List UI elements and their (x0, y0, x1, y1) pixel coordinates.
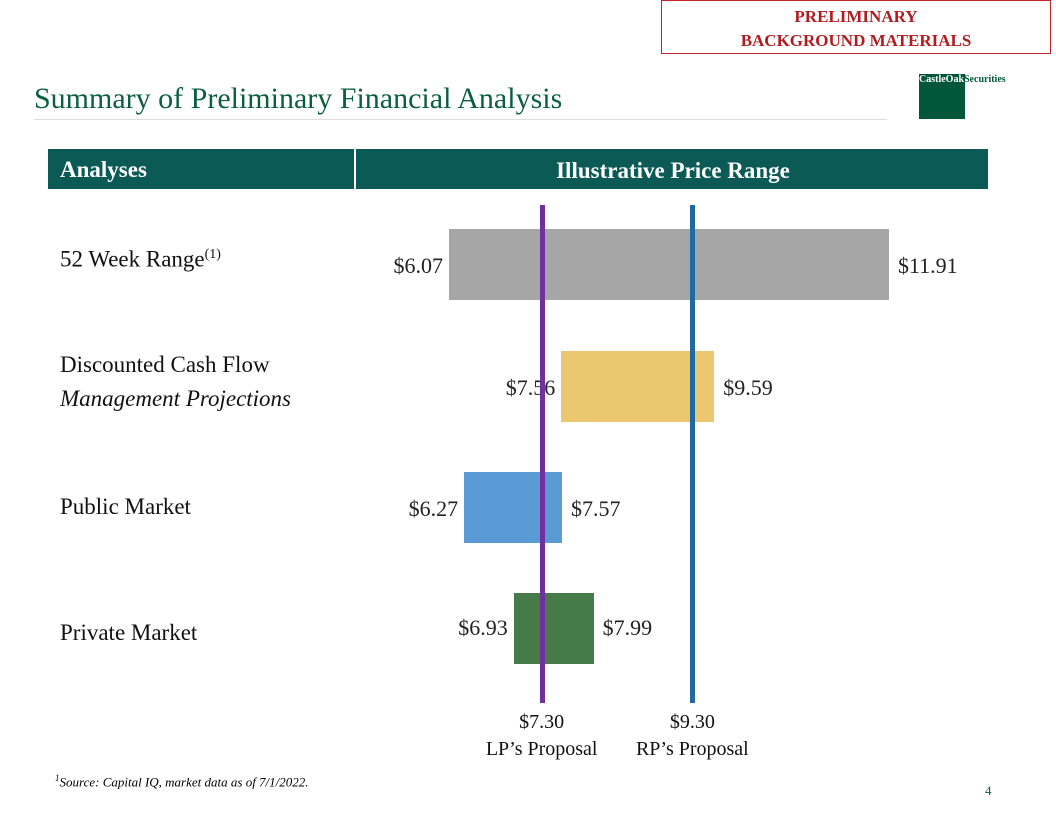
banner-line-2: BACKGROUND MATERIALS (740, 31, 972, 50)
range-high-label: $7.57 (571, 496, 621, 521)
lp-proposal-line (539, 205, 545, 703)
row-label-52-week: 52 Week Range(1) (60, 246, 221, 272)
rp-proposal-value: $9.30 (669, 711, 715, 733)
range-low-label: $7.56 (505, 375, 556, 400)
range-bar (464, 472, 562, 543)
logo-text: CastleOakSecurities (919, 74, 1006, 85)
page-number: 4 (985, 783, 992, 798)
range-low-label: $6.07 (393, 253, 444, 278)
lp-proposal-label: LP’s Proposal (485, 738, 598, 760)
title-divider (34, 119, 887, 120)
range-bar (449, 229, 889, 300)
preliminary-banner: PRELIMINARY BACKGROUND MATERIALS (661, 0, 1051, 54)
page-title: Summary of Preliminary Financial Analysi… (34, 82, 563, 115)
rp-proposal-line (690, 205, 696, 703)
range-low-label: $6.27 (408, 496, 459, 521)
range-bar (561, 351, 715, 422)
rp-proposal-label: RP’s Proposal (635, 738, 749, 760)
lp-proposal-value: $7.30 (519, 711, 565, 733)
table-header: Analyses Illustrative Price Range (48, 149, 988, 189)
footnote: 1Source: Capital IQ, market data as of 7… (55, 773, 309, 790)
range-high-label: $7.99 (602, 615, 653, 640)
row-label-dcf: Discounted Cash Flow Management Projectio… (60, 352, 292, 411)
range-bar (513, 593, 594, 664)
range-high-label: $9.59 (723, 375, 773, 400)
range-low-label: $6.93 (458, 615, 508, 640)
banner-line-1: PRELIMINARY (794, 7, 918, 26)
range-high-label: $11.91 (898, 253, 958, 278)
row-label-private-market: Private Market (60, 620, 198, 645)
header-analyses: Analyses (60, 157, 147, 182)
row-label-public-market: Public Market (60, 494, 191, 519)
logo-securities: Securities (964, 74, 1006, 85)
logo-castleoak: CastleOak (919, 74, 964, 85)
header-price-range: Illustrative Price Range (354, 149, 990, 189)
logo (919, 74, 965, 119)
